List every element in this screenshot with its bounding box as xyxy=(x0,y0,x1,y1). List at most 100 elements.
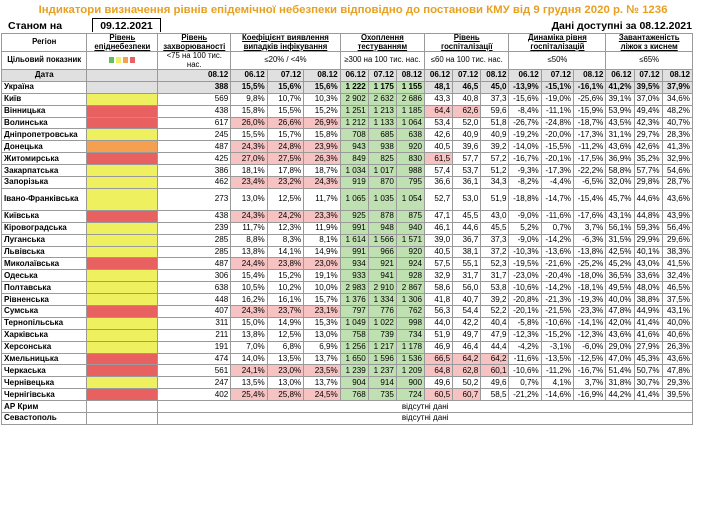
beds-value: 43,6% xyxy=(605,140,635,154)
level-cell xyxy=(86,269,159,283)
hosp-value: 53,8 xyxy=(480,281,510,295)
testing-value: 1 065 xyxy=(339,187,369,211)
date-hosp-2: 07.12 xyxy=(452,69,482,82)
testing-value: 1 566 xyxy=(367,233,397,247)
detection-value: 15,5% xyxy=(230,128,268,142)
testing-value: 870 xyxy=(367,176,397,189)
hosp-value: 47,1 xyxy=(424,209,454,223)
testing-value: 708 xyxy=(339,128,369,142)
detection-value: 14,9% xyxy=(266,316,305,330)
detection-value: 6,9% xyxy=(303,340,341,354)
testing-value: 928 xyxy=(395,269,426,283)
testing-value: 2 902 xyxy=(339,92,369,106)
incidence-value: 285 xyxy=(157,233,232,247)
table-row: Київська 438 24,3% 24,2% 23,3% 925 878 875 47,1 4… xyxy=(0,209,694,223)
beds-value: 38,8% xyxy=(633,293,663,307)
region-name: АР Крим xyxy=(0,400,88,414)
hosp-dyn-value: -6,0% xyxy=(573,340,607,354)
testing-value: 1 306 xyxy=(395,293,426,307)
testing-value: 1 334 xyxy=(367,293,397,307)
header-region: Регіон xyxy=(0,33,88,52)
table-row: Донецька 487 24,3% 24,8% 23,9% 943 938 920 40,5 3… xyxy=(0,140,694,154)
incidence-value: 211 xyxy=(157,328,232,342)
detection-value: 24,3% xyxy=(230,140,268,154)
testing-value: 904 xyxy=(339,376,369,390)
detection-value: 26,3% xyxy=(303,152,341,166)
hosp-dyn-value: -26,7% xyxy=(508,116,542,130)
testing-value: 638 xyxy=(395,128,426,142)
hosp-value: 45,0 xyxy=(480,80,510,94)
hosp-dyn-value: -22,2% xyxy=(573,164,607,178)
beds-value: 35,2% xyxy=(633,152,663,166)
region-name: Запорізька xyxy=(0,176,88,189)
detection-value: 13,5% xyxy=(230,376,268,390)
hosp-value: 51,2 xyxy=(480,164,510,178)
table-row: АР Крим відсутні дані xyxy=(0,400,693,414)
region-name: Луганська xyxy=(0,233,88,247)
hosp-value: 40,5 xyxy=(424,245,454,259)
testing-value: 948 xyxy=(367,221,397,235)
level-cell xyxy=(86,400,159,414)
table-row: Сумська 407 24,3% 23,7% 23,1% 797 776 762 56,3 54… xyxy=(0,305,694,318)
detection-value: 10,3% xyxy=(303,92,341,106)
table-row: Луганська 285 8,8% 8,3% 8,1% 1 614 1 566 1 571 3… xyxy=(0,233,694,247)
testing-value: 988 xyxy=(395,164,426,178)
detection-value: 11,9% xyxy=(303,221,341,235)
testing-value: 878 xyxy=(367,209,397,223)
date-label: Дата xyxy=(0,69,88,82)
header-target: Цільовий показник xyxy=(0,51,88,70)
target-hosp-dyn: ≤50% xyxy=(508,51,607,70)
hosp-value: 32,9 xyxy=(424,269,454,283)
hosp-dyn-value: -21,6% xyxy=(540,257,575,271)
incidence-value: 245 xyxy=(157,128,232,142)
beds-value: 43,1% xyxy=(661,305,694,318)
detection-value: 14,0% xyxy=(230,352,268,366)
beds-value: 32,0% xyxy=(605,176,635,189)
hosp-value: 59,6 xyxy=(480,104,510,118)
table-row: Тернопільська 311 15,0% 14,9% 15,3% 1 049 1 02… xyxy=(0,316,694,330)
detection-value: 11,7% xyxy=(303,187,341,211)
detection-value: 16,1% xyxy=(266,293,305,307)
level-cell xyxy=(86,152,159,166)
hosp-value: 56,0 xyxy=(452,281,482,295)
hosp-value: 40,5 xyxy=(424,140,454,154)
table-row: Закарпатська 386 18,1% 17,8% 18,7% 1 034 1 017… xyxy=(0,164,694,178)
detection-value: 19,1% xyxy=(303,269,341,283)
incidence-value: 402 xyxy=(157,388,232,402)
hosp-dyn-value: -14,7% xyxy=(540,187,575,211)
hosp-dyn-value: -9,0% xyxy=(508,233,542,247)
beds-value: 43,5% xyxy=(605,116,635,130)
hosp-dyn-value: -19,0% xyxy=(540,92,575,106)
incidence-value: 487 xyxy=(157,257,232,271)
hosp-value: 51,9 xyxy=(480,187,510,211)
detection-value: 18,1% xyxy=(230,164,268,178)
beds-value: 41,5% xyxy=(661,257,694,271)
detection-value: 13,8% xyxy=(230,328,268,342)
beds-value: 49,4% xyxy=(633,104,663,118)
hosp-dyn-value: 5,2% xyxy=(508,221,542,235)
hosp-value: 41,8 xyxy=(424,293,454,307)
incidence-value: 638 xyxy=(157,281,232,295)
hosp-value: 62,6 xyxy=(452,104,482,118)
beds-value: 29,6% xyxy=(661,233,694,247)
region-name: Миколаївська xyxy=(0,257,88,271)
detection-value: 15,7% xyxy=(303,293,341,307)
detection-value: 7,0% xyxy=(230,340,268,354)
date-beds-2: 07.12 xyxy=(633,69,663,82)
region-name: Полтавська xyxy=(0,281,88,295)
table-row: Запорізька 462 23,4% 23,2% 24,3% 919 870 795 36,… xyxy=(0,176,694,189)
detection-value: 15,2% xyxy=(266,269,305,283)
incidence-value: 487 xyxy=(157,140,232,154)
level-cell xyxy=(86,164,159,178)
hosp-dyn-value: 3,7% xyxy=(573,376,607,390)
incidence-value: 474 xyxy=(157,352,232,366)
hosp-value: 45,5 xyxy=(452,209,482,223)
beds-value: 42,3% xyxy=(633,116,663,130)
detection-value: 15,6% xyxy=(266,80,305,94)
beds-value: 41,6% xyxy=(633,328,663,342)
level-cell xyxy=(86,316,159,330)
detection-value: 23,9% xyxy=(303,140,341,154)
table-row: Одеська 306 15,4% 15,2% 19,1% 933 941 928 32,9 31… xyxy=(0,269,694,283)
hosp-dyn-value: -3,1% xyxy=(540,340,575,354)
testing-value: 1 376 xyxy=(339,293,369,307)
